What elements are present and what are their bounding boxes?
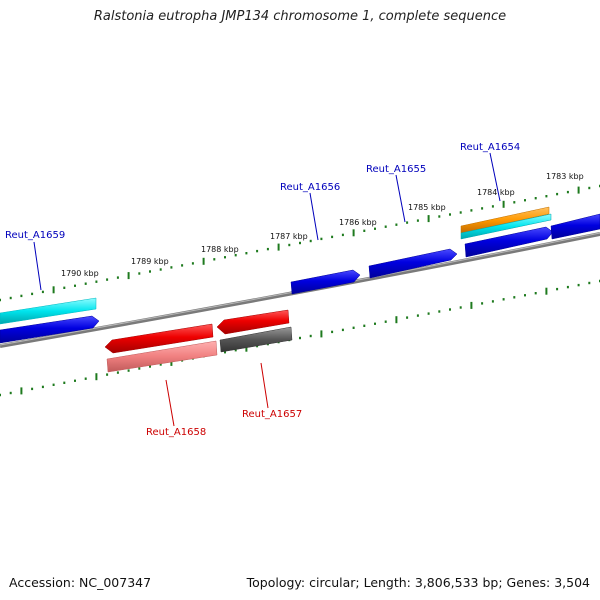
gene-label-reut-a1659[interactable]: Reut_A1659 [5,230,65,241]
scale-label: 1786 kbp [339,218,377,227]
scale-label: 1784 kbp [477,188,515,197]
scale-label: 1790 kbp [61,269,99,278]
gene-feature-cyan[interactable] [460,213,552,240]
forward-gene-reut-a1659[interactable] [0,315,100,344]
gene-label-reut-a1656[interactable]: Reut_A1656 [280,182,340,193]
gene-feature-orange[interactable] [460,206,550,234]
gene-feature-gray[interactable] [219,326,293,353]
forward-gene-reut-a1656[interactable] [290,269,361,295]
scale-label: 1789 kbp [131,257,169,266]
gene-label-reut-a1658[interactable]: Reut_A1658 [146,427,206,438]
forward-gene-a[interactable] [464,226,554,258]
accession-text: Accession: NC_007347 [9,575,152,590]
map-title: Ralstonia eutropha JMP134 chromosome 1, … [93,9,507,24]
gene-callouts [33,152,501,427]
reverse-gene-reut-a1658[interactable] [104,323,214,354]
scale-label: 1785 kbp [408,203,446,212]
outer-scale-track [0,184,600,302]
gene-label-reut-a1654[interactable]: Reut_A1654 [460,142,520,153]
forward-gene-b[interactable] [550,213,600,240]
scale-label: 1787 kbp [270,232,308,241]
scale-label: 1788 kbp [201,245,239,254]
gene-label-reut-a1657[interactable]: Reut_A1657 [242,409,302,420]
scale-label: 1783 kbp [546,172,584,181]
inner-scale-track [0,279,600,397]
forward-gene-reut-a1655[interactable] [368,248,458,279]
reverse-gene-reut-a1657[interactable] [216,309,290,335]
gene-feature-cyan[interactable] [0,297,97,325]
scale-labels: 1790 kbp 1789 kbp 1788 kbp 1787 kbp 1786… [61,172,584,278]
sequence-summary-text: Topology: circular; Length: 3,806,533 bp… [246,575,590,590]
gene-feature-pink[interactable] [106,340,218,373]
gene-label-reut-a1655[interactable]: Reut_A1655 [366,164,426,175]
